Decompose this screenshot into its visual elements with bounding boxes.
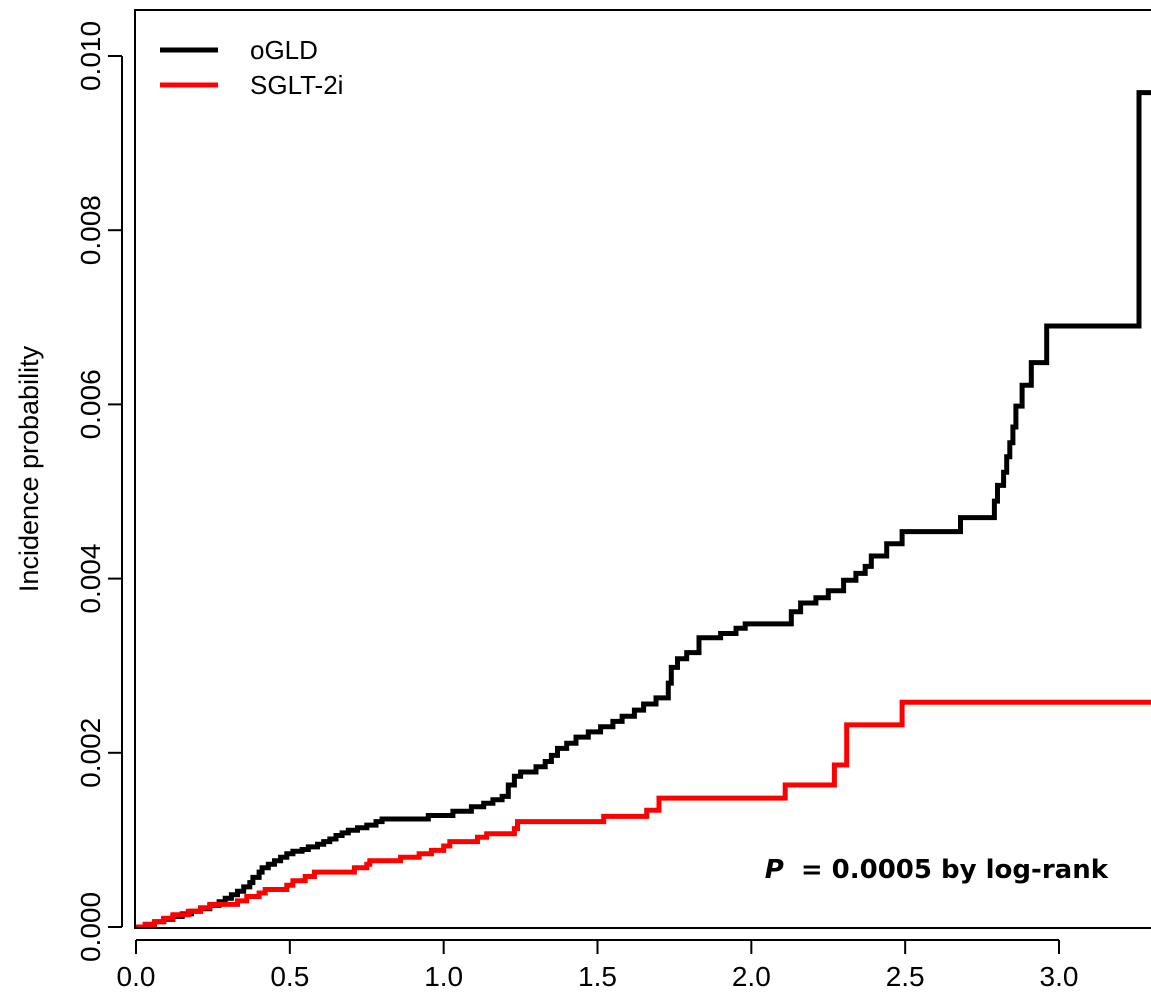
y-axis-title: Incidence probability bbox=[14, 345, 44, 592]
series-line-ogld bbox=[136, 90, 1151, 928]
y-tick-label: 0.004 bbox=[75, 544, 106, 614]
p-value-annotation: P = 0.0005 by log-rank bbox=[765, 855, 1109, 885]
y-tick-label: 0.002 bbox=[75, 718, 106, 788]
legend: oGLD SGLT-2i bbox=[160, 35, 343, 100]
x-tick-label: 3.0 bbox=[1040, 961, 1079, 992]
x-tick-label: 1.5 bbox=[578, 961, 617, 992]
y-tick-label: 0.008 bbox=[75, 195, 106, 265]
x-tick-label: 2.5 bbox=[886, 961, 925, 992]
x-tick-label: 2.0 bbox=[732, 961, 771, 992]
x-tick-label: 0.0 bbox=[117, 961, 156, 992]
legend-label-sglt-2i: SGLT-2i bbox=[250, 70, 343, 100]
x-tick-label: 1.0 bbox=[424, 961, 463, 992]
p-value-text: = 0.0005 by log-rank bbox=[801, 855, 1109, 885]
y-tick-label: 0.000 bbox=[75, 892, 106, 962]
axes-layer: 0.0 0.5 1.0 1.5 2.0 2.5 3.0 0.000 0.002 0.004 0.00… bbox=[14, 9, 1151, 992]
series-layer bbox=[136, 90, 1151, 928]
legend-label-ogld: oGLD bbox=[250, 35, 318, 65]
plot-frame bbox=[134, 9, 1151, 929]
y-tick-label: 0.010 bbox=[75, 21, 106, 91]
p-symbol: P bbox=[765, 855, 784, 885]
series-line-sglt-2i bbox=[136, 699, 1151, 928]
y-tick-label: 0.006 bbox=[75, 369, 106, 439]
x-tick-label: 0.5 bbox=[270, 961, 309, 992]
